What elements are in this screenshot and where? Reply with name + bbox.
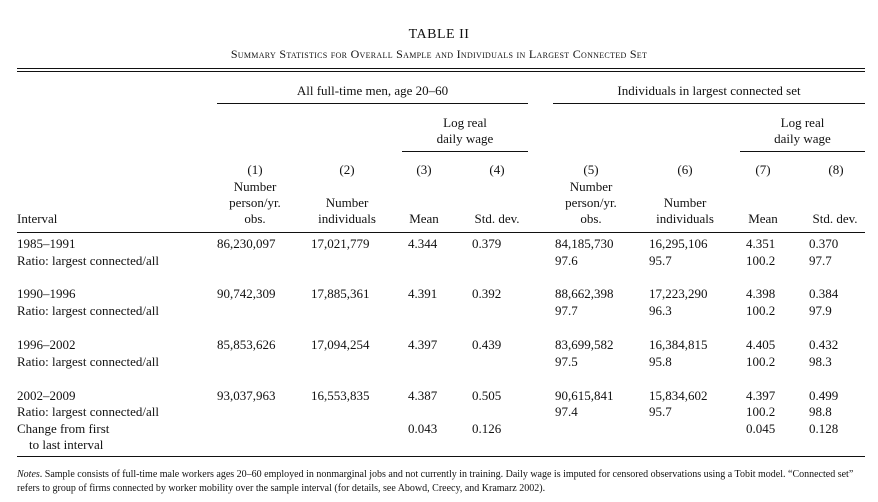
- table-cell: 4.397: [408, 337, 438, 352]
- col-header-2: Number individuals: [318, 195, 376, 226]
- table-title: TABLE II: [408, 27, 470, 42]
- table-cell: 0.439: [472, 337, 502, 352]
- col-header-7: Mean: [748, 211, 778, 226]
- log-wage-header-connected: Log real daily wage: [774, 115, 831, 146]
- table-cell: 0.045: [746, 421, 776, 436]
- table-cell: 100.2: [746, 253, 776, 268]
- log-wage-line-connected: [740, 151, 865, 152]
- table-cell: 15,834,602: [649, 388, 708, 403]
- col-header-interval: Interval: [17, 211, 58, 226]
- col-header-1: Number person/yr. obs.: [229, 179, 281, 226]
- table-cell: 0.128: [809, 421, 839, 436]
- col-header-8: Std. dev.: [812, 211, 858, 226]
- row-label: Ratio: largest connected/all: [17, 253, 159, 268]
- table-cell: 97.7: [555, 303, 578, 318]
- table-cell: 17,021,779: [311, 236, 370, 251]
- table-cell: 0.379: [472, 236, 502, 251]
- row-label: Ratio: largest connected/all: [17, 404, 159, 419]
- table-cell: 98.3: [809, 354, 832, 369]
- table-cell: 85,853,626: [217, 337, 276, 352]
- table-subtitle: Summary Statistics for Overall Sample an…: [230, 47, 648, 61]
- table-cell: 97.4: [555, 404, 578, 419]
- table-cell: 0.126: [472, 421, 502, 436]
- table-cell: 0.499: [809, 388, 839, 403]
- table-cell: 95.7: [649, 253, 672, 268]
- table-cell: 100.2: [746, 303, 776, 318]
- row-label: Ratio: largest connected/all: [17, 303, 159, 318]
- table-cell: 4.391: [408, 286, 438, 301]
- col-header-5: Number person/yr. obs.: [565, 179, 617, 226]
- table-cell: 17,094,254: [311, 337, 370, 352]
- table-cell: 90,615,841: [555, 388, 614, 403]
- col-number-5: (5): [583, 162, 599, 177]
- table-cell: 16,553,835: [311, 388, 370, 403]
- table-cell: 97.7: [809, 253, 832, 268]
- table-cell: 97.9: [809, 303, 832, 318]
- col-number-2: (2): [339, 162, 355, 177]
- top-rule-double: [17, 71, 865, 72]
- table-cell: 16,295,106: [649, 236, 708, 251]
- table-cell: 0.043: [408, 421, 438, 436]
- table-cell: 0.392: [472, 286, 502, 301]
- table-cell: 0.505: [472, 388, 502, 403]
- row-label: to last interval: [29, 437, 104, 452]
- row-label: 1990–1996: [17, 286, 76, 301]
- table-cell: 98.8: [809, 404, 832, 419]
- table-cell: 17,223,290: [649, 286, 708, 301]
- col-header-6: Number individuals: [656, 195, 714, 226]
- group-header-all: All full-time men, age 20–60: [296, 83, 449, 98]
- group-line-all: [217, 103, 528, 104]
- group-header-connected: Individuals in largest connected set: [617, 83, 801, 98]
- table-cell: 90,742,309: [217, 286, 276, 301]
- table-cell: 95.7: [649, 404, 672, 419]
- table-cell: 4.398: [746, 286, 776, 301]
- col-number-1: (1): [247, 162, 263, 177]
- table-cell: 97.5: [555, 354, 578, 369]
- col-number-7: (7): [755, 162, 771, 177]
- table-cell: 83,699,582: [555, 337, 614, 352]
- col-number-4: (4): [489, 162, 505, 177]
- table-cell: 0.432: [809, 337, 839, 352]
- table-cell: 95.8: [649, 354, 672, 369]
- table-cell: 16,384,815: [649, 337, 708, 352]
- group-line-connected: [553, 103, 865, 104]
- col-number-8: (8): [828, 162, 844, 177]
- header-rule: [17, 232, 865, 233]
- col-header-3: Mean: [409, 211, 439, 226]
- col-header-4: Std. dev.: [474, 211, 520, 226]
- table-cell: 17,885,361: [311, 286, 370, 301]
- col-number-3: (3): [416, 162, 432, 177]
- table-cell: 93,037,963: [217, 388, 276, 403]
- table-cell: 0.370: [809, 236, 839, 251]
- table-cell: 4.397: [746, 388, 776, 403]
- table-cell: 100.2: [746, 404, 776, 419]
- table-notes: Notes. Sample consists of full-time male…: [17, 468, 865, 496]
- table-cell: 84,185,730: [555, 236, 614, 251]
- notes-label: Notes: [17, 469, 40, 480]
- top-rule: [17, 68, 865, 69]
- col-number-6: (6): [677, 162, 693, 177]
- row-label: 1985–1991: [17, 236, 76, 251]
- log-wage-line-all: [402, 151, 528, 152]
- table-cell: 0.384: [809, 286, 839, 301]
- table-cell: 4.405: [746, 337, 776, 352]
- table-cell: 100.2: [746, 354, 776, 369]
- bottom-rule: [17, 456, 865, 457]
- row-label: 1996–2002: [17, 337, 76, 352]
- table-cell: 96.3: [649, 303, 672, 318]
- table-cell: 4.344: [408, 236, 438, 251]
- row-label: Change from first: [17, 421, 110, 436]
- log-wage-header-all: Log real daily wage: [436, 115, 494, 146]
- table-cell: 97.6: [555, 253, 578, 268]
- table-cell: 86,230,097: [217, 236, 276, 251]
- row-label: 2002–2009: [17, 388, 76, 403]
- table-cell: 4.387: [408, 388, 438, 403]
- table-cell: 4.351: [746, 236, 776, 251]
- row-label: Ratio: largest connected/all: [17, 354, 159, 369]
- table-cell: 88,662,398: [555, 286, 614, 301]
- notes-text: . Sample consists of full-time male work…: [17, 469, 854, 494]
